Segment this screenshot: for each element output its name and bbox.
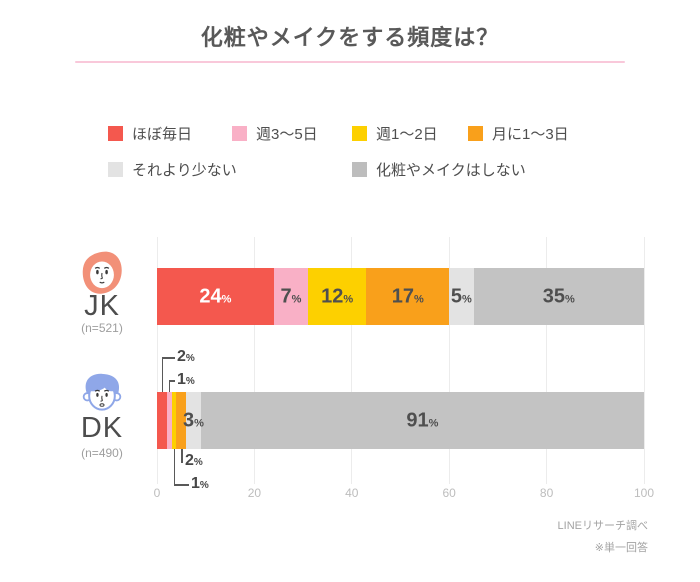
callout-leader-line xyxy=(173,449,175,484)
bar-jk: 24% 7% 12% 17% 5% 35% xyxy=(157,268,644,325)
legend-item-label: 週1〜2日 xyxy=(376,125,438,143)
gridline xyxy=(546,237,548,484)
bar-segment xyxy=(157,392,167,449)
page-title: 化粧やメイクをする頻度は？ xyxy=(200,25,500,50)
bar-segment xyxy=(166,392,172,449)
legend-swatch xyxy=(468,125,483,141)
girl-avatar-icon xyxy=(80,250,124,296)
segment-value-label: 17% xyxy=(391,285,424,307)
bar-segment: 91% xyxy=(200,392,644,449)
gridline xyxy=(156,237,158,484)
legend-item-label: 週3〜5日 xyxy=(256,125,318,143)
legend-item: 週1〜2日 xyxy=(352,124,438,143)
row-label-dk: DK xyxy=(80,412,124,444)
legend-item: それより少ない xyxy=(108,160,237,179)
segment-value-label: 12% xyxy=(321,285,354,307)
segment-value-label: 5% xyxy=(450,285,472,307)
bar-dk: 3% 91% xyxy=(157,392,644,449)
bar-segment: 7% xyxy=(273,268,308,325)
title-underline xyxy=(75,61,625,63)
legend-item-label: それより少ない xyxy=(132,161,237,179)
segment-value-label: 35% xyxy=(542,285,575,307)
boy-avatar-icon xyxy=(79,372,125,416)
legend-item: 化粧やメイクはしない xyxy=(352,160,526,179)
bar-segment: 24% xyxy=(157,268,274,325)
bar-segment xyxy=(171,392,177,449)
bar-segment: 17% xyxy=(366,268,450,325)
callout-leader-line xyxy=(161,357,175,359)
gridline xyxy=(253,237,255,484)
row-n-dk: (n=490) xyxy=(81,446,123,460)
callout-leader-line xyxy=(181,449,183,461)
callout-value-label: 2% xyxy=(185,452,203,469)
bar-segment: 5% xyxy=(449,268,474,325)
segment-value-label: 3% xyxy=(183,409,204,431)
legend-item: 月に1〜3日 xyxy=(468,124,569,143)
segment-value-label: 24% xyxy=(199,285,232,307)
x-tick-label: 40 xyxy=(345,486,359,500)
bar-segment: 35% xyxy=(473,268,644,325)
x-tick-label: 60 xyxy=(442,486,456,500)
segment-value-label: 7% xyxy=(280,285,302,307)
bar-segment: 12% xyxy=(307,268,367,325)
x-tick-label: 20 xyxy=(247,486,262,500)
legend-item: ほぼ毎日 xyxy=(108,124,193,143)
callout-value-label: 1% xyxy=(191,475,209,492)
legend-swatch xyxy=(108,161,123,177)
legend-swatch xyxy=(352,125,367,141)
gridline xyxy=(351,237,353,484)
segment-value-label: 91% xyxy=(406,409,439,431)
footer-note: ※単一回答 xyxy=(594,542,648,554)
row-label-jk: JK xyxy=(84,290,120,322)
legend-item-label: ほぼ毎日 xyxy=(132,125,193,143)
gridline xyxy=(643,237,645,484)
legend-swatch xyxy=(108,125,123,141)
gridline xyxy=(448,237,450,484)
bar-segment: 3% xyxy=(183,392,204,449)
legend-swatch xyxy=(232,125,247,141)
callout-leader-line xyxy=(181,461,183,463)
legend-item-label: 化粧やメイクはしない xyxy=(376,161,526,179)
x-tick-label: 0 xyxy=(153,486,161,500)
footer-source: LINEリサーチ調べ xyxy=(557,520,648,532)
row-n-jk: (n=521) xyxy=(81,321,123,335)
callout-leader-line xyxy=(161,357,163,392)
callout-value-label: 2% xyxy=(177,348,195,365)
callout-leader-line xyxy=(173,484,189,486)
callout-value-label: 1% xyxy=(177,371,195,388)
callout-leader-line xyxy=(168,380,175,382)
legend-item: 週3〜5日 xyxy=(232,124,318,143)
bar-segment xyxy=(176,392,187,449)
x-tick-label: 80 xyxy=(539,486,554,500)
x-tick-label: 100 xyxy=(633,486,655,500)
callout-leader-line xyxy=(168,380,170,392)
legend-item-label: 月に1〜3日 xyxy=(492,125,569,143)
legend-swatch xyxy=(352,161,367,177)
